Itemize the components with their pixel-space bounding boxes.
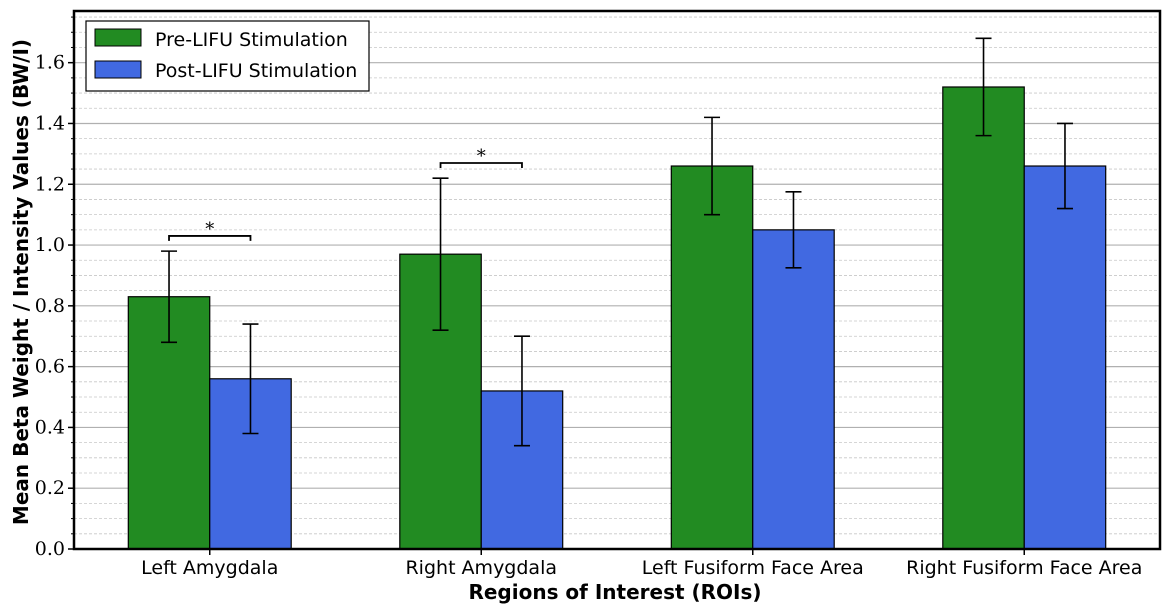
y-tick-label: 0.4 [35,416,65,438]
y-tick-label: 1.0 [35,234,65,256]
y-tick-label: 0.2 [35,477,65,499]
significance-markers: ** [168,146,523,241]
significance-bracket [168,235,252,241]
significance-bracket [439,162,523,168]
bar-pre-3 [942,86,1025,550]
y-tick-label: 1.4 [35,112,65,134]
bar-pre-2 [670,165,754,550]
x-tick-label: Left Fusiform Face Area [642,557,864,579]
significance-star: * [477,146,486,167]
y-tick-label: 0.6 [35,356,65,378]
bar-post-2 [752,229,835,550]
significance-star: * [205,219,214,240]
y-tick-label: 0.8 [35,295,65,317]
x-tick-labels: Left Amygdala Right Amygdala Left Fusiform… [141,557,1142,579]
error-bars [161,37,1073,447]
y-axis-label: Mean Beta Weight / Intensity Values (BW/… [9,39,33,525]
legend-swatch-pre [94,28,142,47]
bars [127,86,1107,550]
y-tick-label: 1.2 [35,173,65,195]
legend: Pre-LIFU Stimulation Post-LIFU Stimulati… [85,20,370,92]
x-tick-label: Left Amygdala [141,557,278,579]
x-axis-label: Regions of Interest (ROIs) [468,580,761,604]
x-tick-label: Right Fusiform Face Area [906,557,1142,579]
plot-frame [72,9,1162,551]
axes [68,9,1162,555]
legend-label-post: Post-LIFU Stimulation [155,60,357,82]
y-tick-label: 1.6 [35,52,65,74]
y-tick-labels: 0.0 0.2 0.4 0.6 0.8 1.0 1.2 1.4 1.6 [35,52,65,560]
x-tick-label: Right Amygdala [405,557,557,579]
legend-swatch-post [94,60,142,79]
bar-post-3 [1023,165,1107,550]
y-tick-label: 0.0 [35,538,65,560]
legend-label-pre: Pre-LIFU Stimulation [155,29,348,51]
